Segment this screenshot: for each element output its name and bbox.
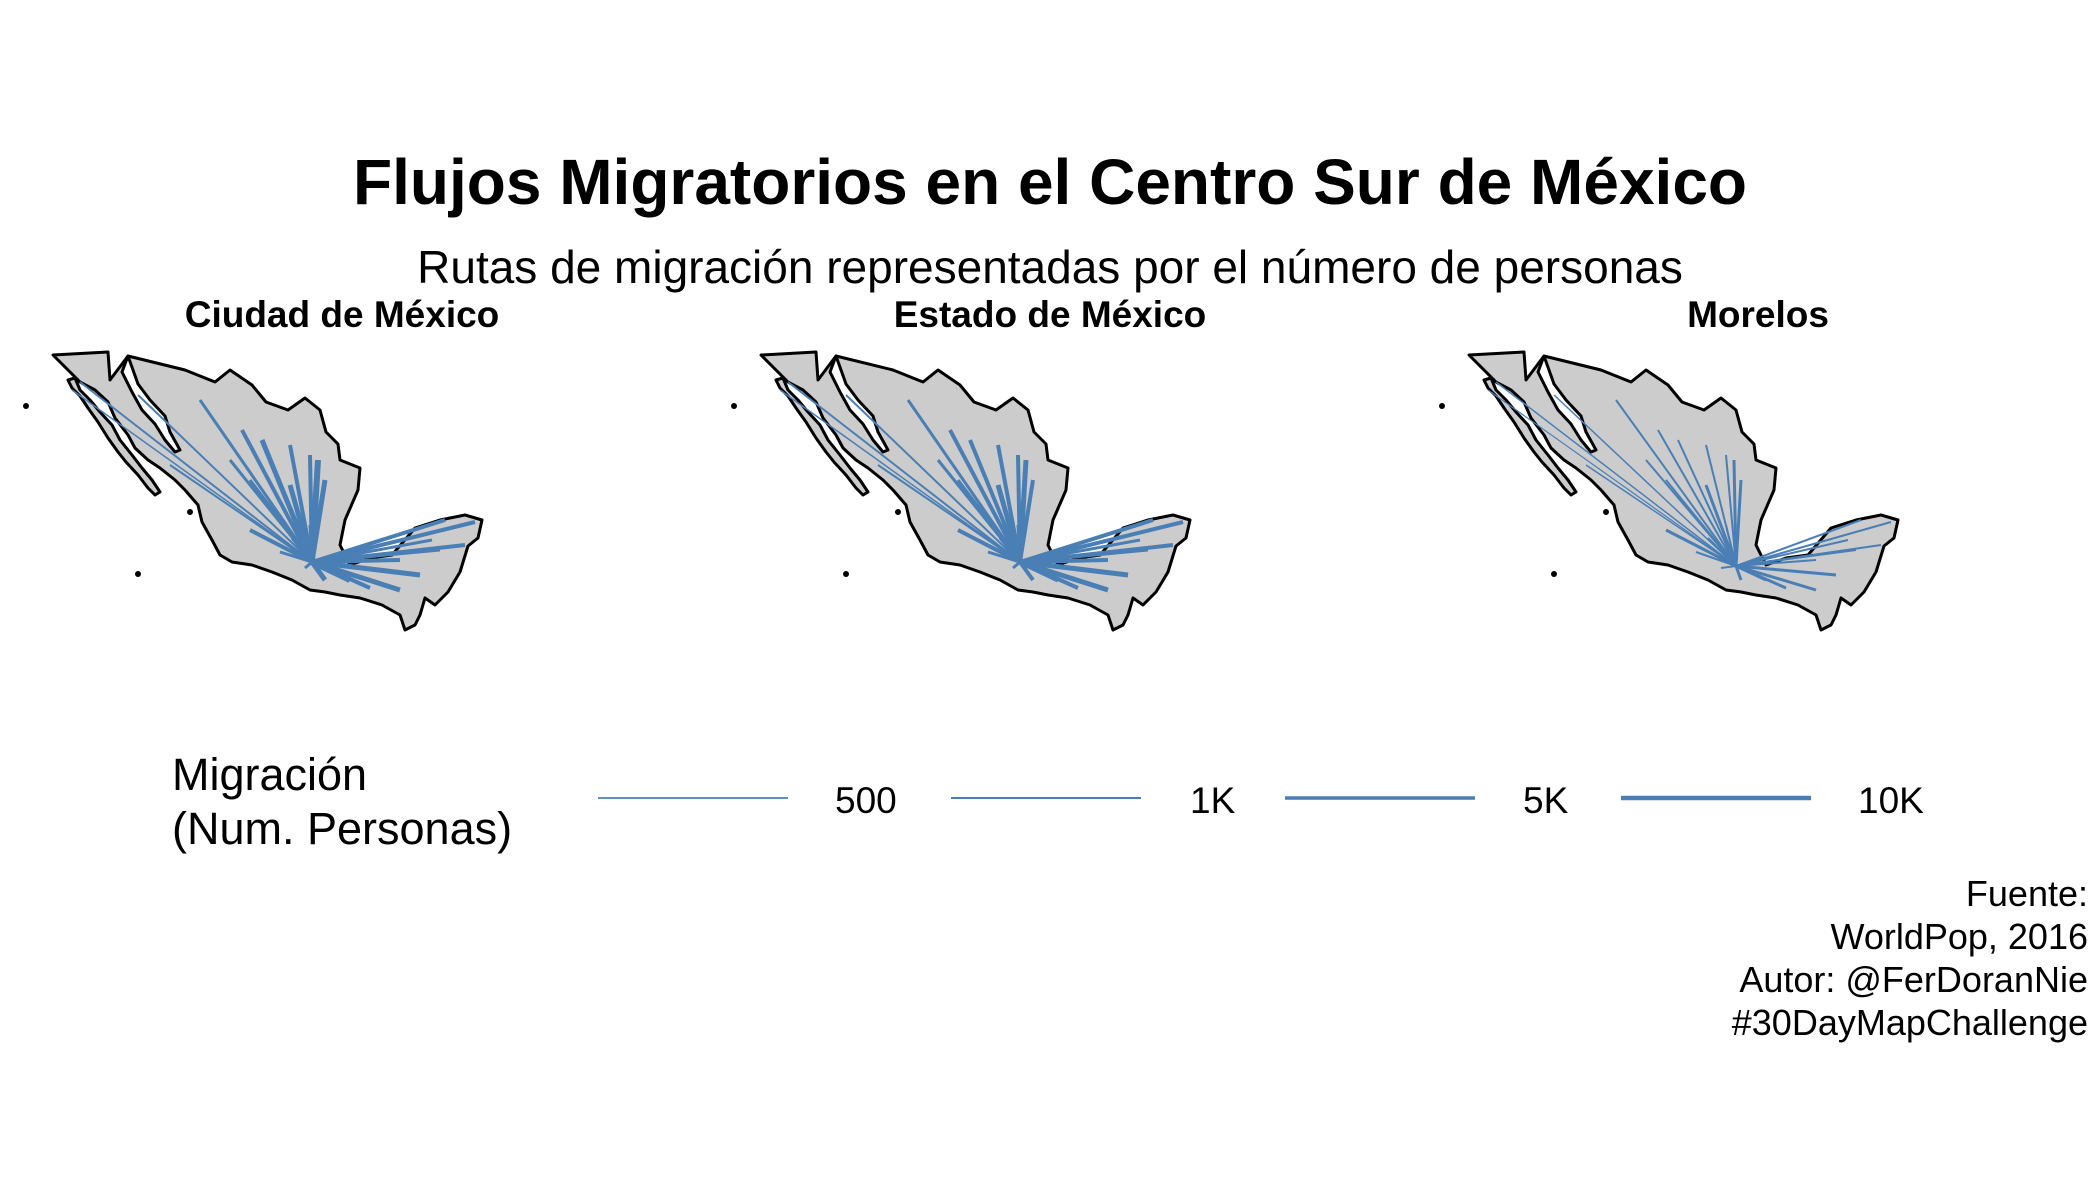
flow-line xyxy=(779,389,1021,563)
flow-line xyxy=(309,479,328,563)
island-dot xyxy=(1439,403,1445,409)
flow-line xyxy=(845,394,1021,563)
flow-line xyxy=(987,550,1021,564)
legend-label-500: 500 xyxy=(835,780,897,821)
flow-line xyxy=(240,429,314,563)
flow-line xyxy=(287,484,315,563)
flow-line xyxy=(1735,539,1849,567)
caption-hashtag: #30DayMapChallenge xyxy=(1731,1002,2088,1043)
flow-line xyxy=(787,381,1021,563)
flow-line xyxy=(308,524,314,563)
flow-line xyxy=(948,429,1022,563)
island-dot xyxy=(23,403,29,409)
flow-line xyxy=(1019,559,1129,578)
flow-line xyxy=(1707,537,1737,567)
legend-key-1k xyxy=(951,796,1141,800)
map-panel-morelos xyxy=(1439,350,1900,632)
map-panel-cdmx xyxy=(23,350,484,632)
flow-line xyxy=(311,538,433,564)
legend-title: Migración (Num. Personas) xyxy=(172,748,512,856)
legend-title-line2: (Num. Personas) xyxy=(172,803,513,854)
island-dot xyxy=(895,509,901,515)
gulf-of-california-shape xyxy=(828,354,890,454)
caption-source-label: Fuente: xyxy=(1965,873,2088,914)
flow-line xyxy=(1735,519,1862,567)
flow-line xyxy=(1734,479,1743,567)
legend-title-line1: Migración xyxy=(172,749,368,800)
facet-label-morelos: Morelos xyxy=(1687,294,1829,335)
flow-line xyxy=(304,560,313,570)
flow-line xyxy=(1735,521,1892,567)
flow-line xyxy=(311,559,336,573)
caption-author: Autor: @FerDoranNie xyxy=(1739,959,2088,1000)
legend-key-500 xyxy=(598,797,788,799)
gulf-of-california-shape xyxy=(120,354,182,454)
flow-line xyxy=(71,389,313,563)
flow-line xyxy=(1720,565,1737,569)
flow-line xyxy=(877,464,1021,563)
island-dot xyxy=(1551,571,1557,577)
map-panel-edomex xyxy=(731,350,1192,632)
flow-line xyxy=(1735,564,1837,577)
flow-line xyxy=(1018,479,1035,563)
flow-line xyxy=(1735,564,1752,572)
flow-line xyxy=(1735,549,1857,567)
flow-line xyxy=(1665,479,1737,567)
island-dot xyxy=(187,509,193,515)
mexico-mainland-shape xyxy=(1467,350,1900,632)
flow-line xyxy=(1487,389,1737,567)
facet-label-cdmx: Ciudad de México xyxy=(184,294,500,335)
flow-line xyxy=(1657,429,1737,567)
flow-line xyxy=(311,520,476,564)
facet-label-edomex: Estado de México xyxy=(893,294,1207,335)
flow-line xyxy=(1585,464,1737,567)
caption-source: WorldPop, 2016 xyxy=(1830,916,2088,957)
gulf-of-california-shape xyxy=(1536,354,1598,454)
flow-line xyxy=(998,537,1022,563)
flow-line xyxy=(311,559,421,578)
island-dot xyxy=(843,571,849,577)
island-dot xyxy=(135,571,141,577)
island-dot xyxy=(1603,509,1609,515)
flow-line xyxy=(1615,399,1737,567)
legend-label-1k: 1K xyxy=(1190,780,1236,821)
flow-line xyxy=(1677,439,1737,567)
mexico-mainland-shape xyxy=(51,350,484,632)
caption: Fuente: WorldPop, 2016 Autor: @FerDoranN… xyxy=(1732,872,2088,1044)
flow-line xyxy=(1019,538,1141,564)
flow-line xyxy=(1553,394,1737,567)
flow-line xyxy=(1495,381,1737,567)
flow-line xyxy=(1685,539,1737,567)
flow-line xyxy=(1695,551,1737,567)
legend-key-10k xyxy=(1621,795,1811,801)
flow-line xyxy=(137,394,313,563)
chart-subtitle: Rutas de migración representadas por el … xyxy=(417,241,1683,293)
flow-line xyxy=(1019,560,1044,572)
flow-line xyxy=(1019,520,1184,564)
flow-line xyxy=(1735,559,1817,567)
legend-label-5k: 5K xyxy=(1523,780,1569,821)
flow-line xyxy=(169,464,313,563)
island-dot xyxy=(731,403,737,409)
mexico-mainland-shape xyxy=(759,350,1192,632)
flow-line xyxy=(1725,524,1737,567)
flow-line xyxy=(1012,560,1021,570)
flow-line xyxy=(1704,484,1738,567)
flow-line xyxy=(290,537,314,563)
flow-line xyxy=(79,381,313,563)
chart-title: Flujos Migratorios en el Centro Sur de M… xyxy=(353,146,1747,218)
flow-line xyxy=(1016,524,1022,563)
legend-key-5k xyxy=(1285,796,1475,800)
flow-line xyxy=(279,550,313,564)
legend-label-10k: 10K xyxy=(1858,780,1924,821)
flow-line xyxy=(995,484,1023,563)
flow-line xyxy=(1734,565,1743,581)
